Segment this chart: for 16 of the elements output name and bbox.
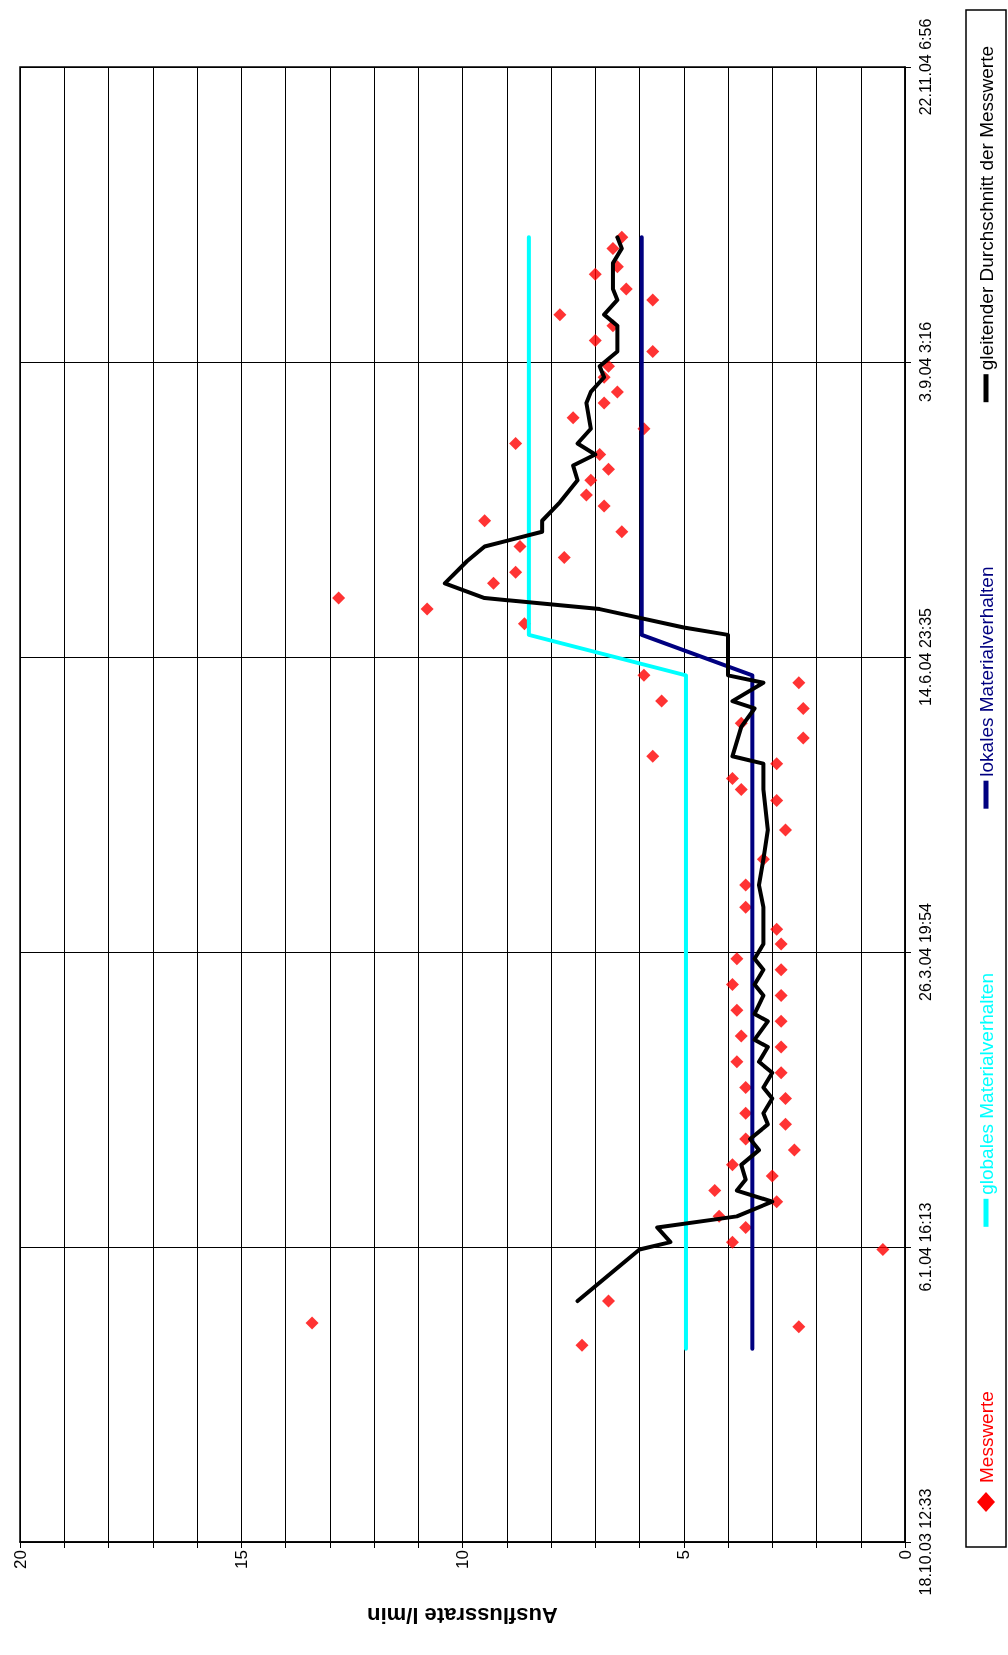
x-tick-label: 0	[895, 1550, 915, 1560]
x-tick-label: 20	[10, 1550, 30, 1569]
y-tick-label: 26.3.04 19:54	[916, 902, 934, 1001]
x-tick-label: 10	[453, 1550, 472, 1569]
x-axis-title: Ausflussrate l/min	[367, 1602, 558, 1628]
y-tick-label: 18.10.03 12:33	[916, 1488, 934, 1596]
y-tick-label: 3.9.04 3:16	[916, 321, 934, 403]
x-tick-label: 5	[674, 1550, 694, 1560]
text: globales Materialverhalten	[976, 973, 997, 1195]
y-tick-label: 14.6.04 23:35	[916, 607, 934, 706]
text: Messwerte	[976, 1391, 997, 1483]
text: lokales Materialverhalten	[976, 566, 997, 777]
x-tick-label: 15	[231, 1550, 251, 1569]
y-tick-label: 22.11.04 6:56	[916, 18, 934, 116]
text: gleitender Durchschnitt der Messwerte	[976, 45, 997, 371]
y-tick-label: 6.1.04 16:13	[916, 1202, 934, 1292]
